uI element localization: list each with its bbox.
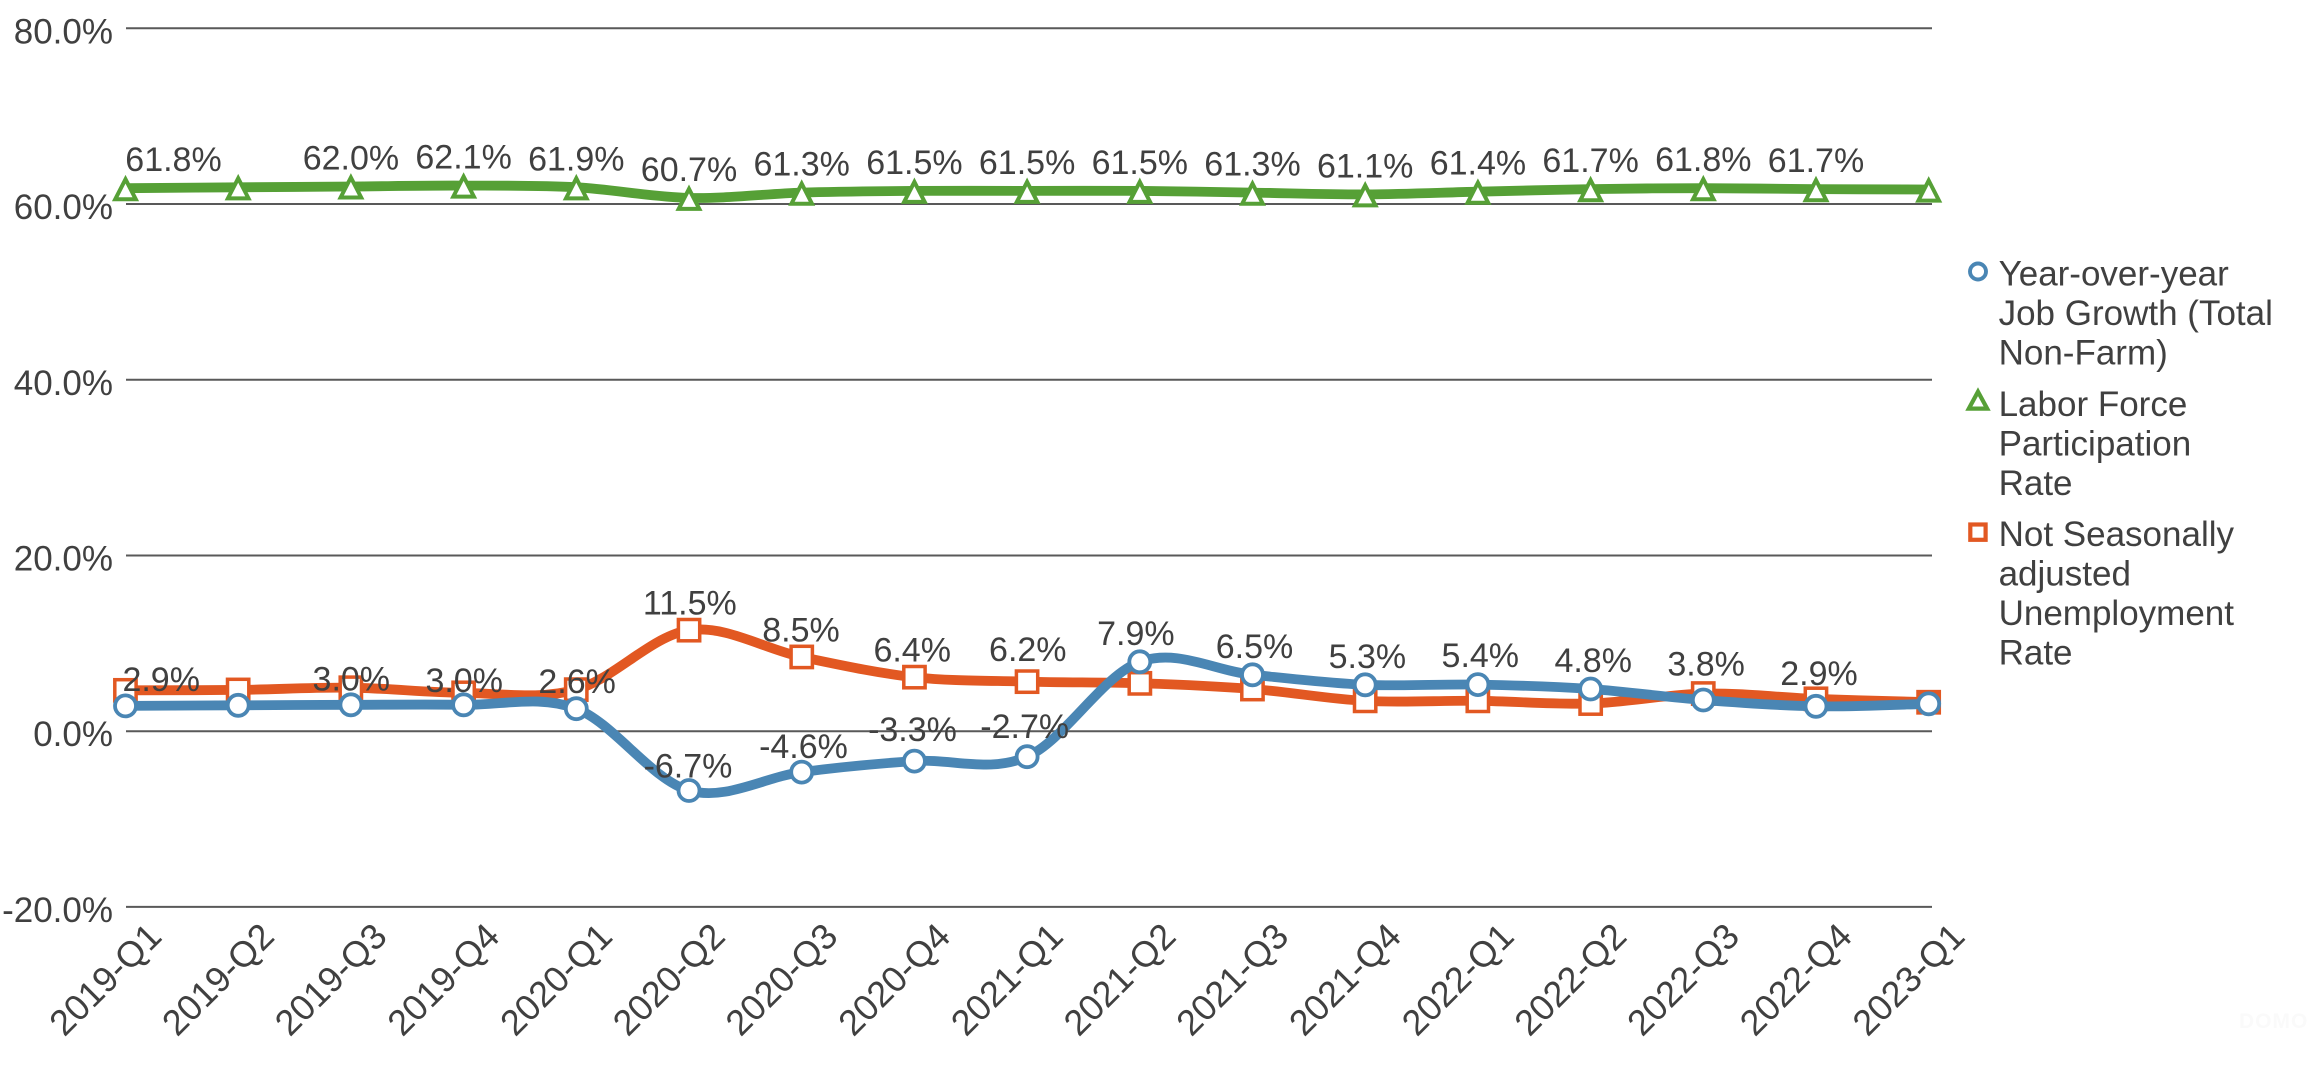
svg-text:40.0%: 40.0%	[14, 364, 113, 403]
svg-text:5.4%: 5.4%	[1442, 637, 1520, 675]
svg-text:60.0%: 60.0%	[14, 188, 113, 227]
svg-text:-3.3%: -3.3%	[868, 711, 957, 749]
svg-text:60.7%: 60.7%	[641, 151, 737, 189]
svg-text:80.0%: 80.0%	[14, 12, 113, 51]
svg-text:61.5%: 61.5%	[866, 144, 962, 182]
svg-text:3.8%: 3.8%	[1667, 646, 1745, 684]
svg-text:0.0%: 0.0%	[33, 715, 113, 754]
svg-text:8.5%: 8.5%	[762, 612, 840, 650]
svg-text:61.3%: 61.3%	[753, 146, 849, 184]
svg-text:-2.7%: -2.7%	[980, 708, 1069, 746]
svg-text:61.3%: 61.3%	[1204, 146, 1300, 184]
svg-text:61.8%: 61.8%	[125, 141, 221, 179]
svg-text:-6.7%: -6.7%	[644, 748, 733, 786]
svg-text:3.0%: 3.0%	[425, 662, 503, 700]
svg-text:2.6%: 2.6%	[538, 663, 616, 701]
svg-text:61.7%: 61.7%	[1768, 142, 1864, 180]
svg-text:6.5%: 6.5%	[1216, 628, 1294, 666]
svg-text:Rate: Rate	[1999, 634, 2073, 673]
svg-text:61.5%: 61.5%	[979, 144, 1075, 182]
svg-text:Non-Farm): Non-Farm)	[1999, 334, 2168, 373]
svg-text:62.1%: 62.1%	[415, 139, 511, 177]
svg-text:Unemployment: Unemployment	[1999, 594, 2235, 633]
svg-text:61.4%: 61.4%	[1430, 145, 1526, 183]
svg-text:6.2%: 6.2%	[989, 631, 1067, 669]
svg-text:61.7%: 61.7%	[1542, 142, 1638, 180]
svg-text:-20.0%: -20.0%	[2, 891, 113, 930]
svg-text:Labor Force: Labor Force	[1999, 385, 2188, 424]
svg-text:61.1%: 61.1%	[1317, 147, 1413, 185]
svg-text:11.5%: 11.5%	[643, 585, 737, 623]
svg-text:61.8%: 61.8%	[1655, 141, 1751, 179]
svg-text:5.3%: 5.3%	[1329, 638, 1407, 676]
svg-text:Year-over-year: Year-over-year	[1999, 255, 2230, 294]
svg-text:adjusted: adjusted	[1999, 555, 2131, 594]
svg-text:7.9%: 7.9%	[1097, 615, 1175, 653]
svg-text:DOMO: DOMO	[2239, 1010, 2308, 1033]
svg-text:2.9%: 2.9%	[1780, 655, 1858, 693]
svg-text:Not Seasonally: Not Seasonally	[1999, 515, 2235, 554]
svg-text:61.5%: 61.5%	[1092, 144, 1188, 182]
svg-text:4.8%: 4.8%	[1554, 642, 1632, 680]
svg-text:Rate: Rate	[1999, 464, 2073, 503]
svg-text:Job Growth (Total: Job Growth (Total	[1999, 294, 2273, 333]
svg-text:-4.6%: -4.6%	[759, 728, 848, 766]
svg-text:62.0%: 62.0%	[303, 140, 399, 178]
svg-text:Participation: Participation	[1999, 425, 2192, 464]
svg-text:6.4%: 6.4%	[873, 632, 951, 670]
svg-text:61.9%: 61.9%	[528, 140, 624, 178]
svg-text:2.9%: 2.9%	[122, 661, 200, 699]
svg-text:3.0%: 3.0%	[313, 661, 391, 699]
svg-text:20.0%: 20.0%	[14, 540, 113, 579]
